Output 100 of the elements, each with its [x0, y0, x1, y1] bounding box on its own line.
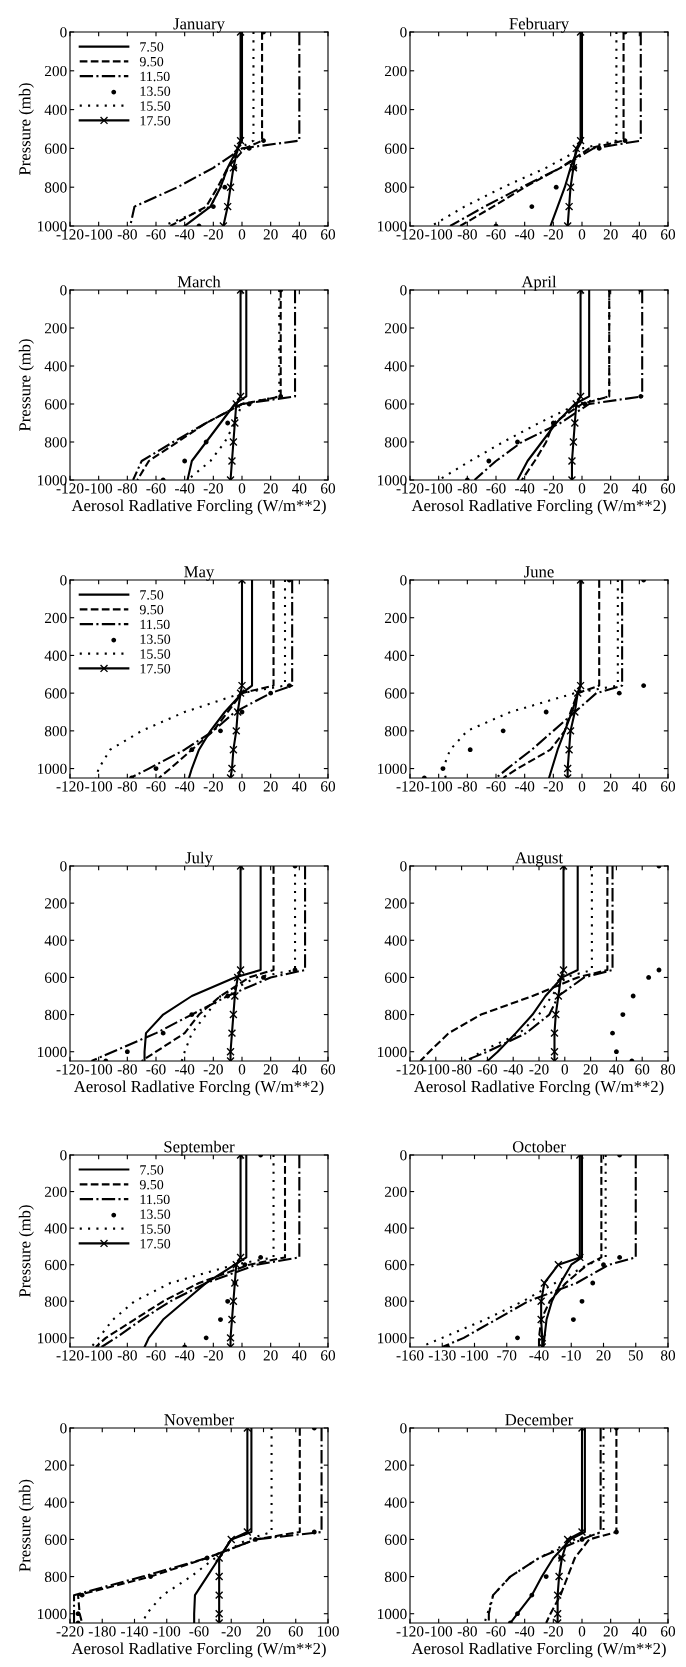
x-tick-label: 0 [238, 1350, 246, 1361]
x-tick-label: -40 [503, 1064, 523, 1075]
legend-label: 11.50 [140, 71, 170, 82]
x-tick-label: -20 [203, 1350, 223, 1361]
legend-label: 15.50 [140, 649, 171, 659]
x-tick-label: -130 [428, 1350, 456, 1361]
y-tick-label: 600 [44, 1534, 67, 1545]
y-tick-label: 800 [44, 1296, 67, 1307]
y-tick-label: 400 [44, 650, 67, 661]
x-tick-label: 0 [561, 1064, 569, 1075]
y-tick-label: 0 [60, 861, 67, 872]
x-tick-label: 40 [631, 229, 647, 240]
x-tick-label: -100 [422, 1064, 450, 1075]
y-tick-label: 0 [400, 1423, 407, 1434]
x-tick-label: -60 [486, 229, 506, 240]
x-tick-label: -20 [543, 1626, 563, 1637]
x-tick-label: 20 [603, 483, 618, 494]
x-tick-label: 20 [596, 1350, 611, 1361]
x-axis-title: Aerosol Radlative Forclng (W/m**2) [413, 1080, 664, 1096]
x-tick-label: -40 [515, 483, 535, 494]
chart-title: July [185, 851, 213, 867]
x-tick-label: -20 [203, 483, 223, 494]
y-tick-label: 1000 [378, 1608, 407, 1620]
x-tick-label: 60 [321, 781, 336, 792]
y-tick-label: 800 [384, 1009, 407, 1021]
y-tick-label: 200 [44, 323, 67, 334]
x-tick-label: -40 [515, 229, 535, 240]
y-tick-label: 800 [44, 182, 67, 193]
x-tick-label: -40 [175, 1350, 195, 1361]
y-tick-label: 1000 [38, 763, 67, 775]
chart-title: June [524, 566, 554, 578]
chart-title: December [505, 1413, 574, 1426]
x-tick-label: 60 [661, 781, 676, 792]
x-tick-label: -20 [543, 229, 563, 240]
y-tick-label: 600 [384, 399, 407, 410]
x-tick-label: 40 [291, 781, 307, 792]
legend-label: 7.50 [140, 590, 164, 600]
x-tick-label: -60 [146, 781, 166, 792]
y-tick-label: 0 [60, 285, 67, 296]
x-tick-label: 0 [578, 229, 586, 240]
x-tick-label: -80 [117, 483, 137, 494]
x-tick-label: 60 [321, 1350, 336, 1361]
x-tick-label: -60 [146, 483, 166, 494]
x-tick-label: -60 [146, 1350, 166, 1361]
x-tick-label: -40 [175, 781, 195, 792]
x-tick-label: 40 [631, 483, 647, 494]
x-tick-label: -100 [425, 1626, 453, 1637]
x-tick-label: -60 [486, 1626, 506, 1637]
legend-label: 9.50 [139, 604, 164, 615]
y-tick-label: 0 [400, 1150, 407, 1161]
y-axis-title: Pressure (mb) [18, 83, 34, 176]
y-tick-label: 800 [44, 726, 67, 737]
y-tick-label: 600 [44, 399, 67, 410]
x-tick-label: 80 [660, 1350, 676, 1361]
x-tick-label: 0 [578, 483, 586, 494]
y-tick-label: 400 [44, 1497, 67, 1508]
y-tick-label: 1000 [38, 1608, 67, 1620]
y-tick-label: 200 [44, 612, 67, 624]
x-tick-label: -40 [529, 1350, 549, 1361]
y-tick-label: 400 [384, 1223, 407, 1234]
x-tick-label: -80 [117, 1064, 137, 1075]
legend-label: 9.50 [139, 56, 164, 67]
y-tick-label: 1000 [378, 763, 407, 775]
x-tick-label: 60 [661, 1626, 676, 1637]
x-axis-title: Aerosol Radlative Forcling (W/m**2) [71, 1642, 326, 1658]
x-tick-label: -60 [477, 1064, 497, 1075]
y-tick-label: 800 [44, 1009, 67, 1021]
x-tick-label: -100 [85, 1064, 113, 1075]
x-tick-label: 20 [263, 483, 278, 494]
y-tick-label: 400 [384, 1497, 407, 1508]
y-tick-label: 200 [384, 323, 407, 334]
x-tick-label: 0 [238, 229, 246, 240]
x-tick-label: 60 [321, 1064, 336, 1075]
x-tick-label: 50 [629, 1350, 643, 1361]
y-tick-label: 400 [44, 1223, 67, 1234]
legend-label: 7.50 [140, 42, 164, 52]
y-tick-label: 0 [400, 27, 407, 38]
y-tick-label: 200 [384, 898, 407, 909]
x-tick-label: -60 [486, 483, 506, 494]
x-tick-label: -70 [497, 1350, 517, 1361]
x-tick-label: -20 [203, 781, 223, 792]
x-tick-label: -20 [221, 1626, 241, 1637]
chart-title: August [515, 852, 563, 867]
x-tick-label: -220 [56, 1626, 84, 1637]
y-tick-label: 200 [384, 65, 407, 77]
x-tick-label: 40 [631, 1626, 647, 1637]
x-tick-label: -80 [457, 781, 477, 792]
chart-title: May [184, 566, 215, 581]
y-tick-label: 400 [44, 104, 67, 116]
y-tick-label: 0 [400, 861, 407, 872]
y-tick-label: 200 [384, 1460, 407, 1471]
y-tick-label: 400 [384, 104, 407, 116]
x-axis-title: Aerosol Radlative Forcling (W/m**2) [411, 499, 666, 515]
chart-title: February [509, 17, 570, 33]
x-tick-label: -40 [175, 483, 195, 494]
x-axis-title: Aerosol Radlative Forcling (W/m**2) [411, 1642, 666, 1658]
chart-title: January [173, 18, 225, 33]
legend-label: 11.50 [140, 1194, 170, 1205]
legend-label: 13.50 [140, 1209, 171, 1219]
y-tick-label: 0 [60, 27, 67, 38]
